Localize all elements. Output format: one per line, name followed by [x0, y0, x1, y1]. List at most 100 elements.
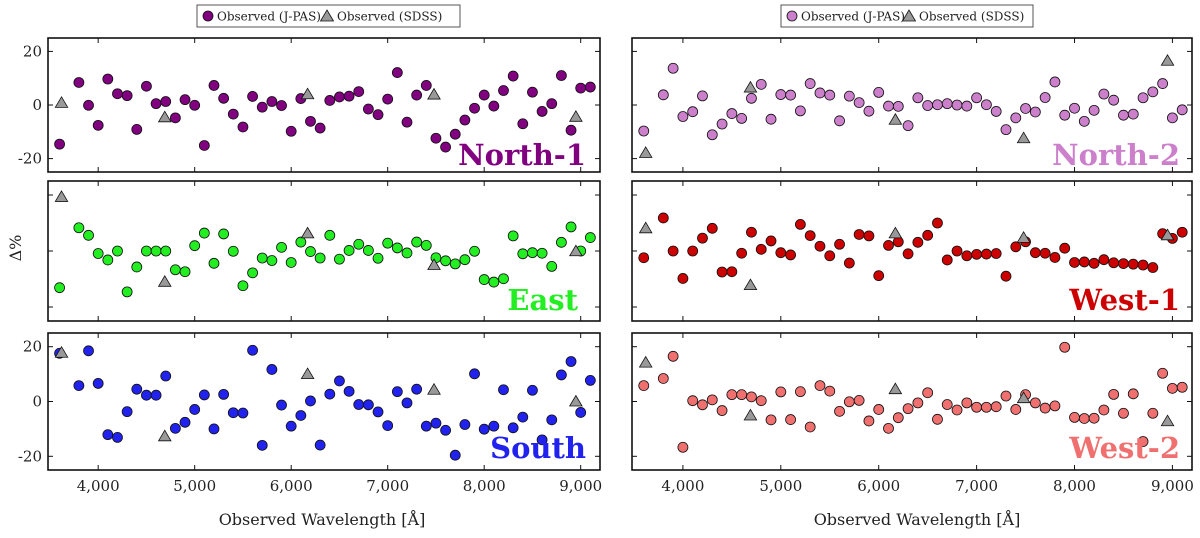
jpas-point	[517, 118, 529, 130]
jpas-point	[863, 415, 875, 427]
jpas-point	[1049, 400, 1061, 412]
jpas-point	[227, 407, 239, 419]
jpas-point	[667, 245, 679, 257]
jpas-point	[305, 246, 316, 257]
region-label: West-1	[1068, 283, 1180, 317]
jpas-point	[1127, 108, 1139, 120]
jpas-point	[1069, 411, 1080, 423]
jpas-point	[755, 395, 767, 407]
panel-east: East	[47, 180, 601, 322]
jpas-point	[401, 247, 413, 259]
jpas-point	[1029, 106, 1041, 118]
jpas-point	[102, 73, 114, 85]
jpas-point	[1029, 397, 1041, 409]
sdss-point	[157, 429, 172, 442]
jpas-point	[1069, 257, 1080, 268]
jpas-point	[1088, 412, 1100, 424]
jpas-point	[726, 266, 738, 278]
jpas-point	[555, 70, 567, 81]
jpas-point	[687, 395, 699, 407]
jpas-point	[218, 388, 230, 400]
jpas-point	[169, 112, 181, 124]
jpas-point	[54, 282, 65, 294]
jpas-point	[314, 252, 326, 264]
jpas-point	[324, 229, 336, 241]
jpas-point	[517, 411, 529, 423]
jpas-point	[391, 67, 403, 78]
jpas-point	[1059, 242, 1071, 254]
jpas-point	[961, 100, 973, 112]
jpas-point	[459, 419, 471, 430]
sdss-point	[568, 244, 583, 257]
panel-frame	[631, 332, 1193, 471]
jpas-point	[765, 113, 777, 125]
jpas-point	[824, 250, 836, 262]
jpas-point	[92, 248, 104, 259]
jpas-point	[343, 90, 355, 102]
panel-south: 4,000 5,000 6,000 7,000 8,000 9,000 -20 0 20 Sout…	[18, 332, 602, 495]
jpas-point	[169, 264, 181, 276]
jpas-point	[160, 245, 172, 257]
jpas-point	[198, 389, 210, 401]
sdss-point	[427, 87, 441, 100]
jpas-point	[430, 417, 442, 429]
jpas-point	[584, 232, 596, 243]
jpas-point	[430, 132, 442, 144]
jpas-point	[951, 99, 963, 111]
jpas-point	[785, 249, 797, 261]
sdss-point	[1016, 131, 1031, 144]
jpas-point	[478, 89, 490, 101]
jpas-point	[527, 86, 538, 98]
jpas-point	[961, 397, 973, 409]
jpas-point	[932, 217, 943, 229]
jpas-point	[179, 94, 191, 106]
jpas-point	[92, 378, 104, 389]
jpas-point	[150, 98, 162, 110]
jpas-point	[1137, 259, 1149, 271]
legend-jpas-label: Observed (J-PAS)	[801, 10, 905, 24]
jpas-point	[1176, 381, 1188, 393]
jpas-point	[912, 397, 924, 409]
jpas-point	[334, 91, 345, 103]
jpas-point	[372, 109, 384, 121]
x-tick-label: 7,000	[366, 477, 409, 495]
jpas-point	[892, 100, 904, 112]
jpas-point	[677, 111, 689, 122]
jpas-point	[353, 399, 365, 410]
region-label: West-2	[1068, 431, 1180, 465]
jpas-point	[73, 222, 85, 234]
sdss-point	[1016, 391, 1031, 404]
jpas-point	[902, 120, 914, 132]
jpas-point	[536, 247, 548, 259]
jpas-point	[536, 434, 548, 446]
jpas-point	[227, 108, 239, 120]
jpas-point	[834, 405, 845, 417]
jpas-point	[420, 420, 432, 432]
jpas-point	[498, 85, 509, 96]
jpas-point	[941, 98, 953, 110]
jpas-point	[1108, 257, 1120, 269]
jpas-point	[1098, 88, 1110, 100]
jpas-point	[92, 119, 104, 131]
jpas-point	[814, 87, 826, 99]
jpas-point	[736, 389, 748, 401]
jpas-point	[469, 245, 480, 257]
jpas-point	[853, 229, 865, 240]
jpas-point	[314, 122, 326, 134]
jpas-point	[121, 286, 133, 298]
sdss-point	[638, 355, 653, 368]
legend-right: Observed (J-PAS) Observed (SDSS)	[780, 4, 1034, 28]
jpas-point	[141, 80, 152, 92]
jpas-point	[546, 260, 558, 272]
jpas-point	[922, 387, 934, 399]
sdss-point	[888, 112, 903, 125]
sdss-point	[743, 408, 758, 421]
jpas-point	[411, 383, 423, 395]
jpas-point	[73, 77, 85, 88]
jpas-point	[83, 99, 94, 111]
x-tick-label: 6,000	[857, 477, 900, 495]
jpas-point	[247, 91, 258, 102]
jpas-point	[1137, 92, 1149, 104]
jpas-point	[951, 245, 963, 257]
jpas-point	[584, 375, 596, 386]
